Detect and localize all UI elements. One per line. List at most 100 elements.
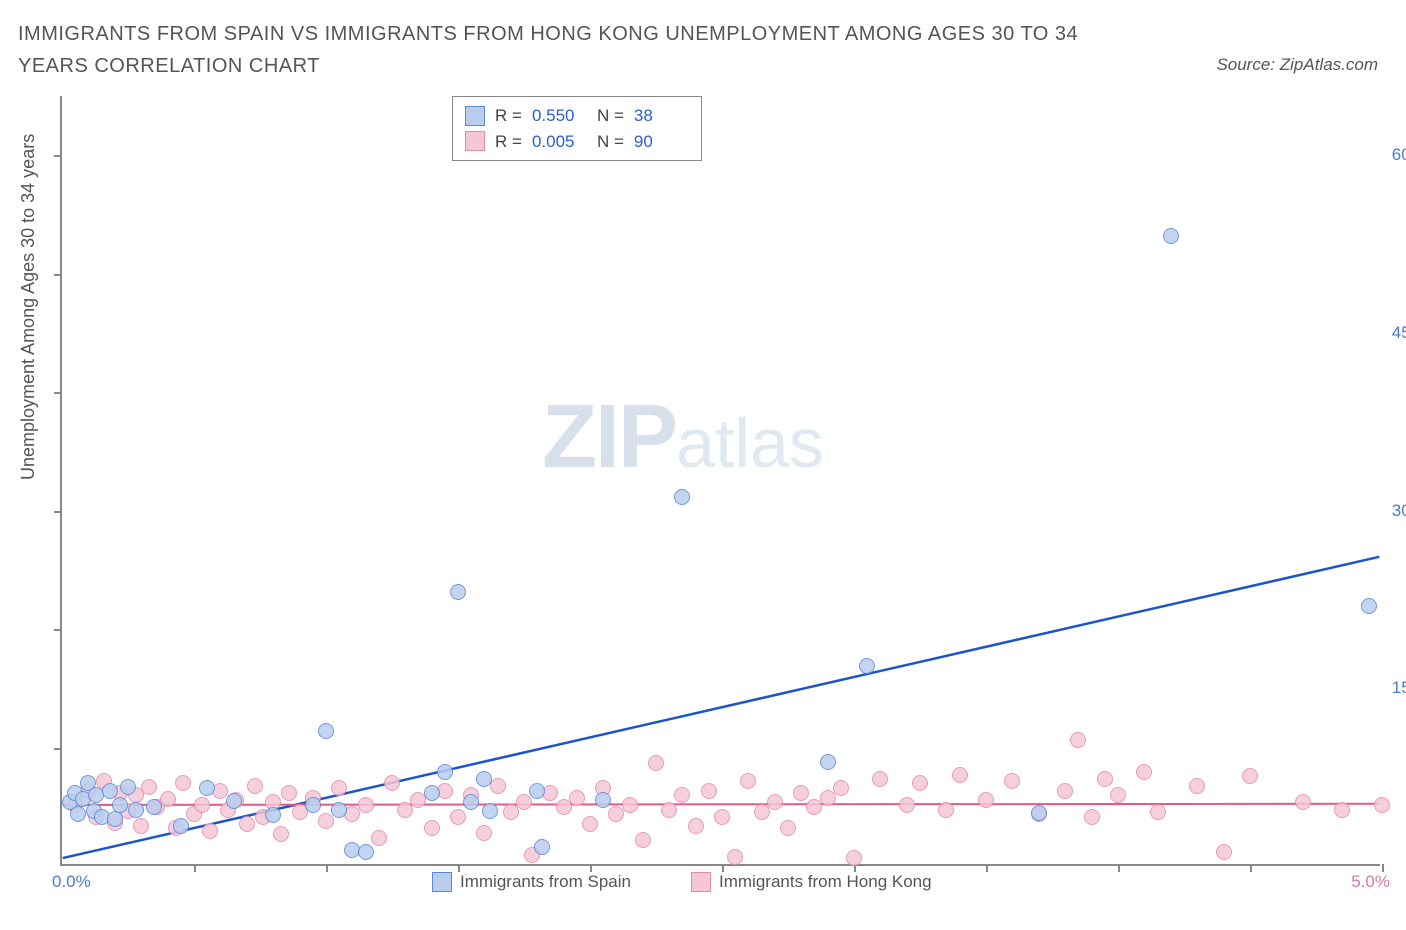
legend-item-spain: Immigrants from Spain: [432, 872, 631, 892]
scatter-point: [482, 803, 498, 819]
scatter-point: [199, 780, 215, 796]
y-tick-mark: [54, 155, 62, 157]
scatter-point: [1097, 771, 1113, 787]
scatter-point: [952, 767, 968, 783]
scatter-point: [833, 780, 849, 796]
y-tick-mark: [54, 392, 62, 394]
y-tick-mark: [54, 511, 62, 513]
scatter-point: [1295, 794, 1311, 810]
x-tick-mark: [1118, 864, 1120, 872]
scatter-point: [194, 797, 210, 813]
chart-plot-area: ZIPatlas R = 0.550 N = 38 R = 0.005 N = …: [60, 96, 1380, 866]
scatter-point: [112, 797, 128, 813]
x-tick-mark: [722, 864, 724, 872]
scatter-point: [674, 787, 690, 803]
y-tick-mark: [54, 274, 62, 276]
scatter-point: [1150, 804, 1166, 820]
scatter-point: [331, 780, 347, 796]
scatter-point: [1031, 805, 1047, 821]
scatter-point: [133, 818, 149, 834]
scatter-point: [1084, 809, 1100, 825]
scatter-point: [1163, 228, 1179, 244]
scatter-point: [146, 799, 162, 815]
x-tick-mark: [986, 864, 988, 872]
scatter-point: [938, 802, 954, 818]
scatter-point: [688, 818, 704, 834]
scatter-point: [358, 797, 374, 813]
x-tick-mark: [590, 864, 592, 872]
trend-lines-svg: [62, 96, 1380, 864]
scatter-point: [701, 783, 717, 799]
x-tick-mark: [194, 864, 196, 872]
scatter-point: [358, 844, 374, 860]
scatter-point: [1070, 732, 1086, 748]
value-n-spain: 38: [634, 103, 689, 129]
scatter-point: [384, 775, 400, 791]
legend-label-hk: Immigrants from Hong Kong: [719, 872, 932, 892]
scatter-point: [846, 850, 862, 866]
scatter-point: [305, 797, 321, 813]
scatter-point: [476, 825, 492, 841]
x-tick-mark: [1382, 864, 1384, 872]
source-label: Source: ZipAtlas.com: [1216, 55, 1378, 75]
scatter-point: [273, 826, 289, 842]
scatter-point: [1004, 773, 1020, 789]
scatter-point: [1374, 797, 1390, 813]
legend-item-hk: Immigrants from Hong Kong: [691, 872, 932, 892]
scatter-point: [780, 820, 796, 836]
stats-row-hk: R = 0.005 N = 90: [465, 129, 689, 155]
x-tick-mark: [1250, 864, 1252, 872]
label-n: N =: [597, 103, 624, 129]
y-tick-label: 60.0%: [1392, 145, 1406, 165]
legend-label-spain: Immigrants from Spain: [460, 872, 631, 892]
scatter-point: [622, 797, 638, 813]
scatter-point: [727, 849, 743, 865]
scatter-point: [582, 816, 598, 832]
swatch-spain: [465, 106, 485, 126]
scatter-point: [141, 779, 157, 795]
scatter-point: [569, 790, 585, 806]
scatter-point: [102, 783, 118, 799]
scatter-point: [793, 785, 809, 801]
scatter-point: [872, 771, 888, 787]
label-r: R =: [495, 103, 522, 129]
scatter-point: [463, 794, 479, 810]
scatter-point: [318, 813, 334, 829]
scatter-point: [239, 816, 255, 832]
y-tick-mark: [54, 748, 62, 750]
scatter-point: [120, 779, 136, 795]
scatter-point: [476, 771, 492, 787]
swatch-hk: [691, 872, 711, 892]
scatter-point: [424, 820, 440, 836]
scatter-point: [820, 754, 836, 770]
chart-title: IMMIGRANTS FROM SPAIN VS IMMIGRANTS FROM…: [18, 18, 1118, 82]
y-axis-label: Unemployment Among Ages 30 to 34 years: [18, 134, 39, 480]
scatter-point: [247, 778, 263, 794]
scatter-point: [265, 807, 281, 823]
scatter-point: [424, 785, 440, 801]
scatter-point: [714, 809, 730, 825]
value-n-hk: 90: [634, 129, 689, 155]
x-tick-mark: [326, 864, 328, 872]
scatter-point: [450, 809, 466, 825]
scatter-point: [173, 818, 189, 834]
y-tick-label: 30.0%: [1392, 501, 1406, 521]
scatter-point: [226, 793, 242, 809]
bottom-legend: Immigrants from Spain Immigrants from Ho…: [432, 872, 932, 892]
label-r: R =: [495, 129, 522, 155]
scatter-point: [1110, 787, 1126, 803]
x-tick-label-min: 0.0%: [52, 872, 91, 892]
scatter-point: [1242, 768, 1258, 784]
scatter-point: [534, 839, 550, 855]
scatter-point: [635, 832, 651, 848]
stats-row-spain: R = 0.550 N = 38: [465, 103, 689, 129]
scatter-point: [978, 792, 994, 808]
label-n: N =: [597, 129, 624, 155]
scatter-point: [529, 783, 545, 799]
scatter-point: [281, 785, 297, 801]
scatter-point: [202, 823, 218, 839]
value-r-hk: 0.005: [532, 129, 587, 155]
scatter-point: [767, 794, 783, 810]
scatter-point: [1057, 783, 1073, 799]
scatter-point: [595, 792, 611, 808]
